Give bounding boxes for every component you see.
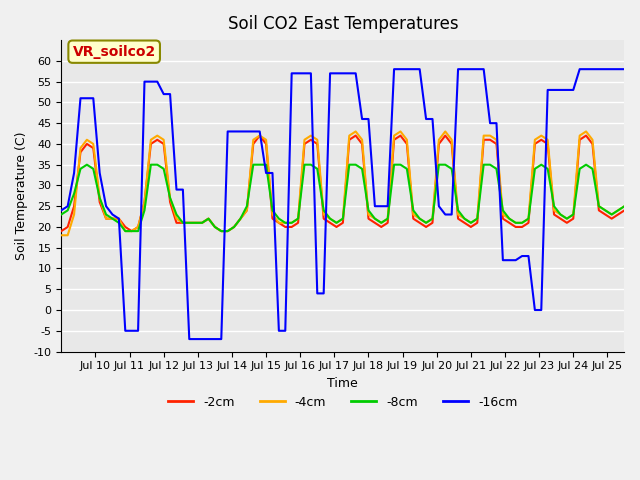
Text: VR_soilco2: VR_soilco2: [72, 45, 156, 59]
Legend: -2cm, -4cm, -8cm, -16cm: -2cm, -4cm, -8cm, -16cm: [163, 391, 522, 414]
Title: Soil CO2 East Temperatures: Soil CO2 East Temperatures: [228, 15, 458, 33]
Y-axis label: Soil Temperature (C): Soil Temperature (C): [15, 132, 28, 260]
X-axis label: Time: Time: [328, 377, 358, 390]
